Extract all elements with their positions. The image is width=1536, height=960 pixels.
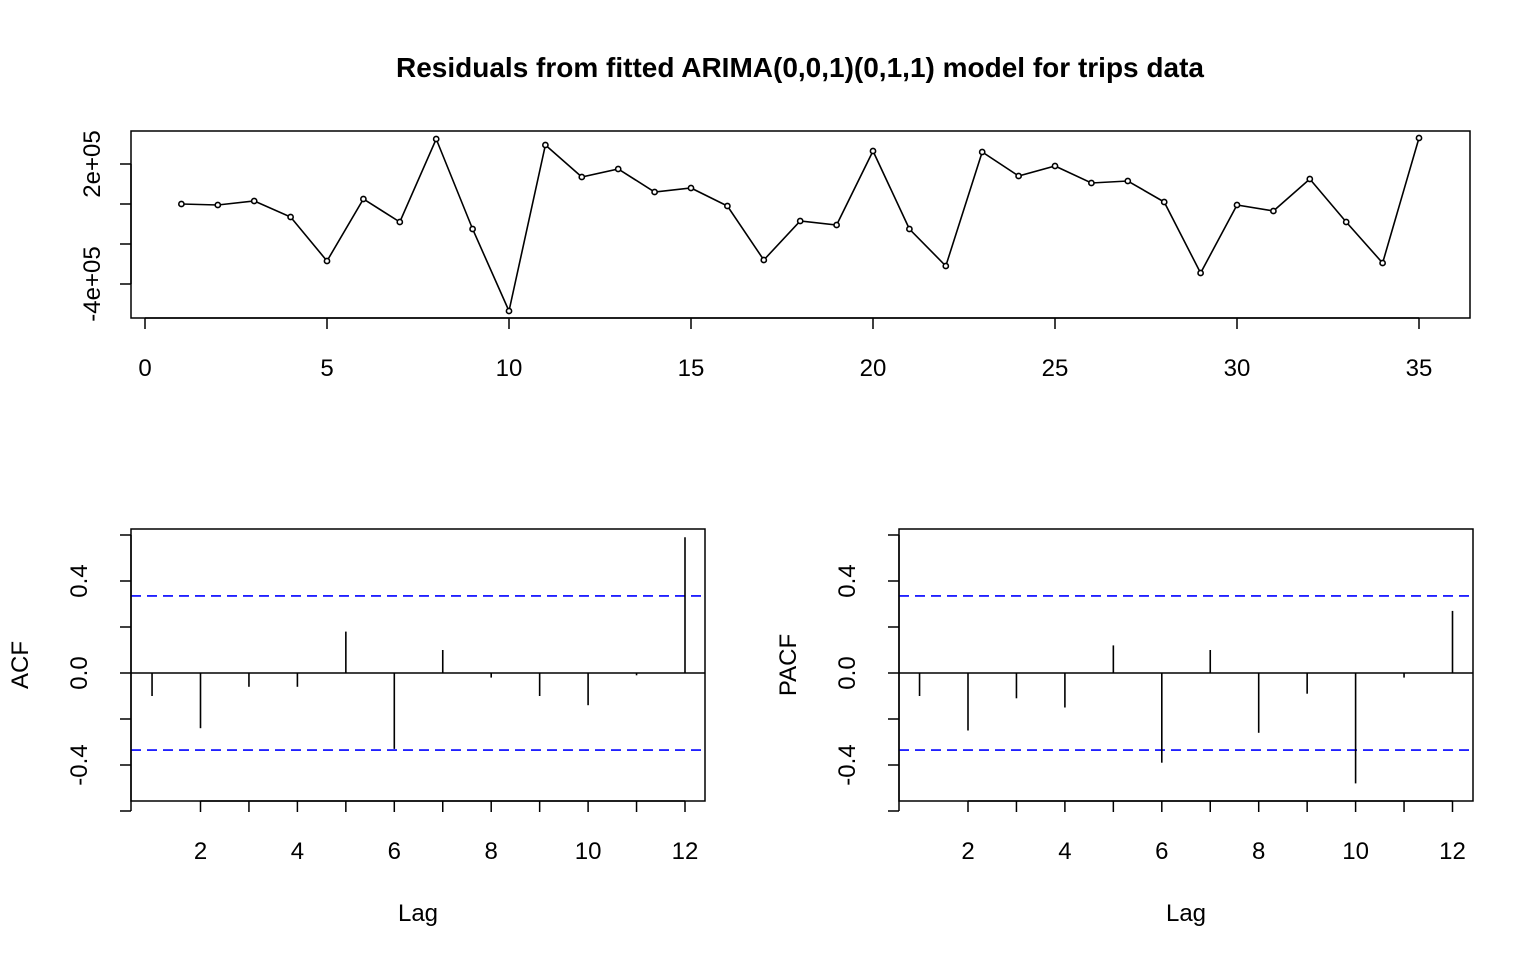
x-tick-label: 4	[1058, 838, 1071, 865]
residual-point	[177, 200, 185, 208]
residual-point	[1415, 134, 1423, 142]
residual-point	[505, 307, 513, 315]
residual-point	[469, 225, 476, 233]
residual-point	[432, 135, 440, 143]
residuals-time-series-panel: 0 5 10 15 20 25 30 35 -4e+05 2e+05	[79, 130, 1471, 382]
residual-point	[651, 188, 658, 196]
residual-point	[614, 165, 622, 173]
x-tick-label: 10	[496, 355, 523, 382]
x-tick-label: 20	[860, 355, 887, 382]
x-tick-label: 25	[1042, 355, 1069, 382]
chart-title: Residuals from fitted ARIMA(0,0,1)(0,1,1…	[396, 52, 1204, 83]
x-axis-title: Lag	[398, 900, 438, 927]
residual-point	[1051, 162, 1059, 170]
x-tick-label: 8	[1252, 838, 1265, 865]
x-tick-label: 2	[961, 838, 974, 865]
residual-point	[214, 201, 222, 209]
y-tick-label: -4e+05	[79, 246, 106, 321]
residual-point	[724, 202, 731, 210]
residual-point	[978, 148, 986, 156]
x-tick-label: 10	[575, 838, 602, 865]
residual-point	[1270, 207, 1277, 215]
residual-point	[1197, 269, 1204, 277]
x-tick-label: 12	[672, 838, 699, 865]
plot-frame	[130, 528, 706, 802]
y-tick-label: 0.0	[834, 656, 861, 689]
residual-point	[323, 257, 331, 265]
residual-point	[869, 147, 877, 155]
residual-point	[1379, 259, 1386, 267]
residual-point	[1088, 179, 1095, 187]
x-tick-label: 5	[320, 355, 333, 382]
plot-frame	[130, 130, 1471, 319]
y-tick-label: 0.4	[66, 564, 93, 597]
x-tick-label: 8	[485, 838, 498, 865]
y-tick-label: -0.4	[834, 744, 861, 785]
residual-series-line	[181, 136, 1420, 314]
residual-point	[833, 221, 840, 229]
residual-point	[359, 195, 367, 203]
residual-point	[796, 217, 804, 225]
x-tick-label: 0	[138, 355, 151, 382]
y-tick-label: 0.4	[834, 564, 861, 597]
y-tick-label: -0.4	[66, 744, 93, 785]
residual-point	[687, 184, 695, 192]
y-axis-title: ACF	[7, 641, 34, 689]
x-axis-title: Lag	[1166, 900, 1206, 927]
residual-point	[1306, 175, 1314, 183]
residual-point	[1342, 218, 1350, 226]
residual-point	[1015, 172, 1022, 180]
residual-point	[542, 141, 549, 149]
x-tick-label: 30	[1224, 355, 1251, 382]
plot-frame	[898, 528, 1474, 802]
x-tick-label: 10	[1342, 838, 1369, 865]
residual-point	[1160, 198, 1168, 206]
residual-point	[906, 225, 913, 233]
residual-point	[1124, 177, 1132, 185]
residual-point	[1233, 201, 1241, 209]
x-tick-label: 6	[1155, 838, 1168, 865]
acf-panel: 2 4 6 8 10 12 -0.4 0.0 0.4 Lag ACF	[7, 528, 706, 927]
y-axis-title: PACF	[775, 634, 802, 696]
residual-point	[760, 256, 768, 264]
residual-point	[942, 262, 950, 270]
y-tick-label: 0.0	[66, 656, 93, 689]
residual-point	[287, 213, 294, 221]
pacf-panel: 2 4 6 8 10 12 -0.4 0.0 0.4 Lag PACF	[775, 528, 1474, 927]
x-tick-label: 2	[194, 838, 207, 865]
x-tick-label: 6	[388, 838, 401, 865]
x-tick-label: 35	[1406, 355, 1433, 382]
residual-point	[250, 197, 258, 205]
x-tick-label: 4	[291, 838, 304, 865]
residual-point	[396, 218, 404, 226]
residual-point	[578, 173, 586, 181]
y-tick-label: 2e+05	[79, 130, 106, 197]
x-tick-label: 15	[678, 355, 705, 382]
x-tick-label: 12	[1439, 838, 1466, 865]
